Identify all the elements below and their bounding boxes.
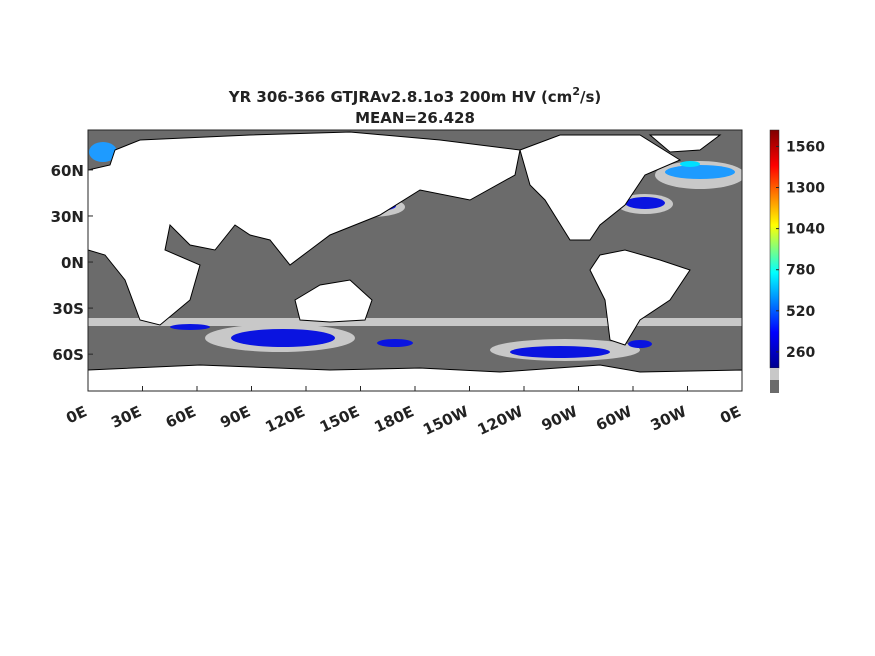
x-tick-label: 90E [217,402,253,431]
x-tick-label: 30E [108,402,144,431]
colorbar-tick-label: 1040 [786,222,825,238]
title-text: /s) [580,88,601,106]
title-superscript: 2 [572,85,580,98]
colorbar [769,129,780,369]
title-text: YR 306-366 GTJRAv2.8.1o3 200m HV (cm [228,88,573,106]
y-tick-label: 30N [51,208,84,226]
x-tick-label: 60W [593,402,635,434]
x-tick-label: 150E [317,402,362,436]
x-tick-label: 90W [539,402,581,434]
y-tick-label: 0N [61,254,84,272]
colorbar-tick-label: 1300 [786,181,825,197]
x-tick-label: 120E [262,402,307,436]
x-tick-label: 180E [371,402,416,436]
land [88,131,742,391]
x-tick-label: 150W [420,402,471,439]
x-tick-label: 0E [717,402,743,427]
x-tick-label: 0E [63,402,89,427]
colorbar-tick-label: 520 [786,304,815,320]
map-subtitle: MEAN=26.428 [355,109,475,127]
colorbar-low [770,380,779,393]
x-tick-label: 120W [475,402,526,439]
peak [680,161,700,167]
x-tick-label: 30W [648,402,690,434]
colorbar-tick-label: 780 [786,263,815,279]
x-tick-label: 60E [163,402,199,431]
colorbar-tick-label: 1560 [786,139,825,155]
colorbar-low [770,368,779,380]
map-field [88,130,742,391]
map-title: YR 306-366 GTJRAv2.8.1o3 200m HV (cm2/s) [228,85,602,106]
peak [89,142,735,179]
y-tick-label: 60S [52,346,84,364]
y-tick-label: 30S [52,300,84,318]
colorbar-tick-label: 260 [786,345,815,361]
y-tick-label: 60N [51,162,84,180]
